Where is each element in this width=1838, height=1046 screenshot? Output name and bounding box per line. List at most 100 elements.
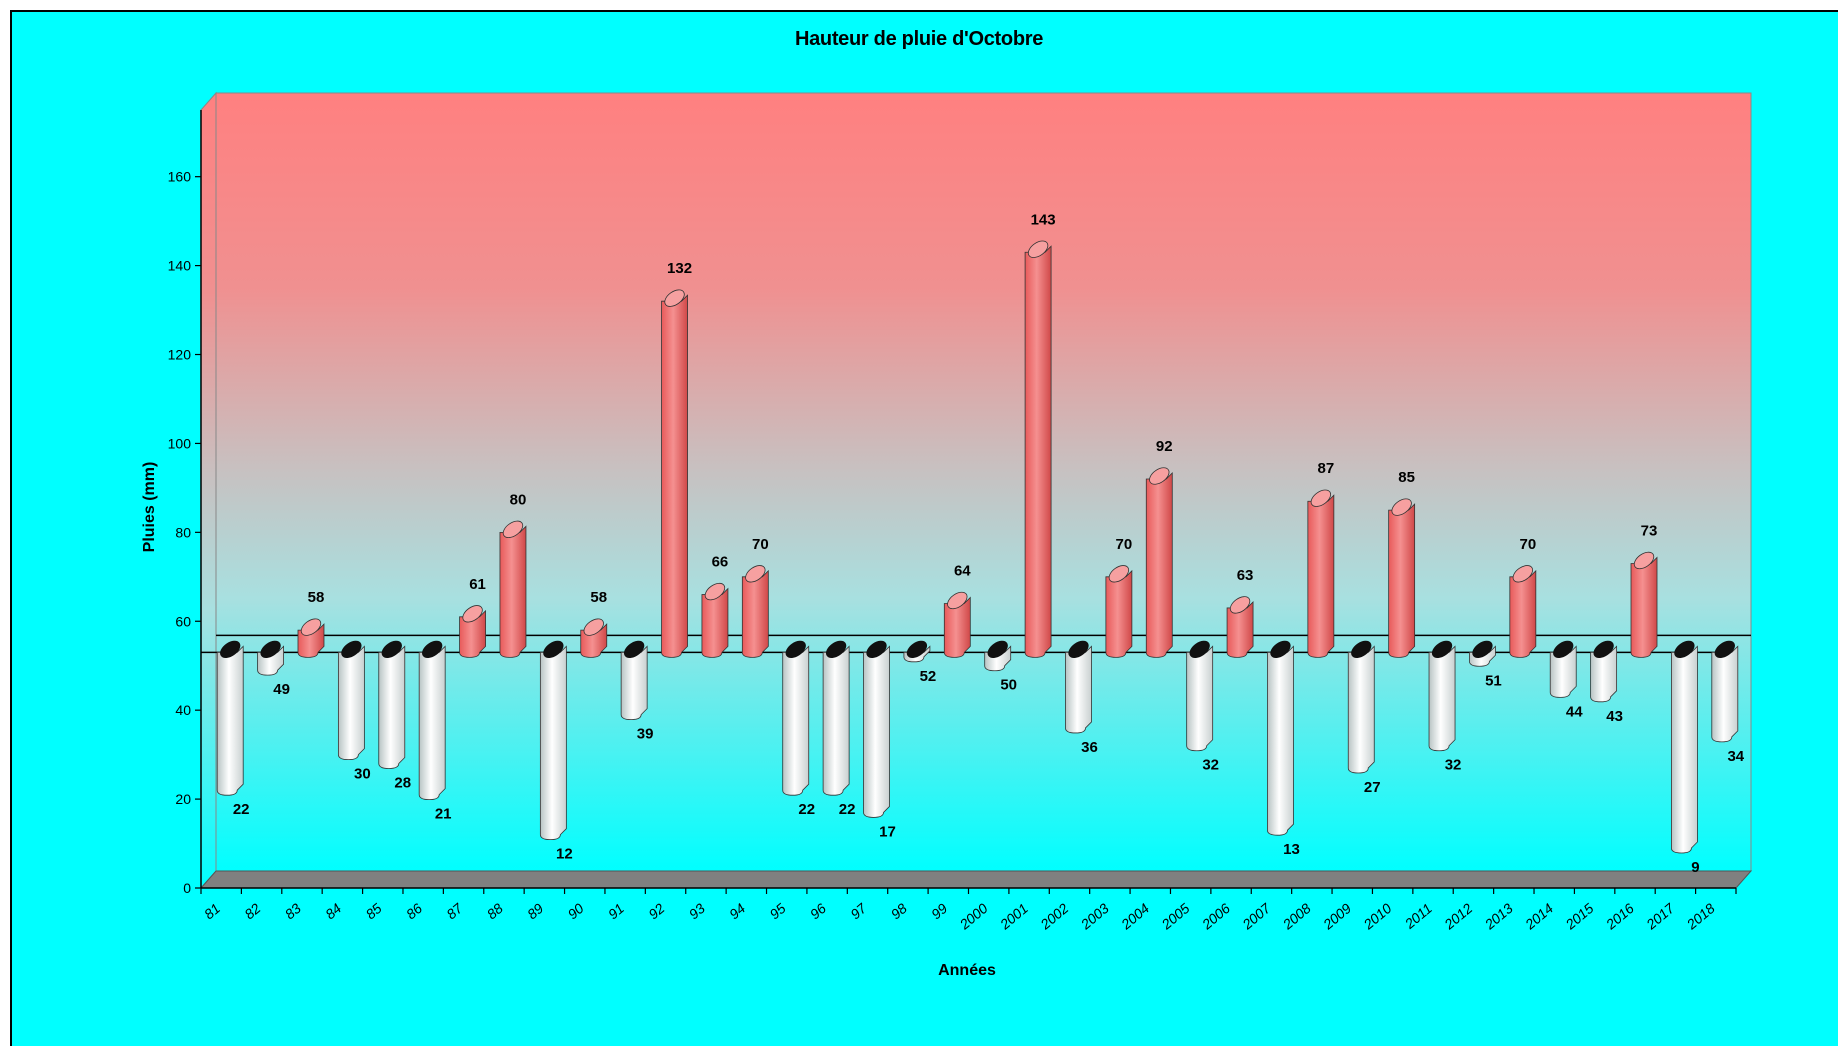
x-tick-label: 94 [726,900,748,922]
bar [1307,489,1335,658]
x-tick-label: 97 [847,899,870,922]
data-label: 132 [667,260,692,277]
x-tick-label: 83 [282,900,304,922]
data-label: 21 [435,806,452,823]
x-tick-label: 87 [443,899,466,922]
bar-base-cap [1189,640,1210,659]
bar-body [782,645,810,796]
bar [1711,640,1739,743]
data-label: 70 [1116,536,1133,553]
bar-body [1671,645,1698,854]
data-label: 61 [469,576,486,593]
bar-cap [704,582,726,601]
bar [943,591,971,658]
bar-cap [1108,565,1130,583]
bar-body [1186,645,1214,752]
data-label: 43 [1606,708,1623,725]
y-tick-label: 0 [183,880,191,896]
bar-base-cap [260,640,281,659]
bar-base-cap [422,640,443,659]
data-label: 58 [590,589,607,606]
data-label: 22 [798,801,815,818]
bar-base-cap [623,640,645,659]
data-label: 32 [1202,757,1219,774]
bar-body [418,645,446,801]
bar-cap [1310,489,1332,507]
bar-cap [300,618,322,636]
bar [1065,640,1092,734]
data-label: 32 [1445,757,1462,774]
bar [741,565,769,658]
data-label: 49 [273,681,290,698]
x-tick-label: 2000 [956,900,991,933]
data-label: 143 [1031,211,1056,228]
x-tick-label: 92 [645,900,667,922]
bar-base-cap [1431,640,1453,659]
bar [1145,467,1173,658]
x-tick-label: 2006 [1198,900,1233,933]
bar-cap [583,618,604,636]
bar-body [1428,645,1456,752]
x-tick-label: 89 [524,900,546,922]
x-tick-label: 98 [888,900,910,922]
bar-base-cap [1714,640,1735,659]
bar [1549,640,1577,698]
data-label: 22 [839,801,856,818]
bar-body [499,525,527,658]
bar [782,640,810,796]
bar-body [378,645,406,769]
bar-base-cap [1351,640,1372,659]
data-label: 58 [308,589,325,606]
bar-cap [502,520,524,538]
data-label: 50 [1000,677,1017,694]
chart-title: Hauteur de pluie d'Octobre [794,28,1044,50]
x-tick-label: 95 [766,900,788,922]
bar-body [1145,472,1173,658]
x-tick-label: 2012 [1440,900,1475,933]
bar [822,640,850,796]
data-label: 30 [354,766,371,783]
y-tick-label: 120 [168,347,192,363]
x-tick-label: 2007 [1238,899,1274,933]
bar-body [863,645,890,818]
x-tick-label: 99 [928,900,950,922]
data-label: 22 [233,801,250,818]
bar [903,640,931,663]
bar [378,640,406,769]
bar [1388,498,1416,658]
bar [1428,640,1456,752]
bar [539,640,567,841]
bar [418,640,446,801]
bar [1671,640,1698,854]
x-tick-label: 2001 [996,900,1031,933]
bar-base-cap [1674,640,1695,659]
data-label: 63 [1237,567,1254,584]
x-tick-label: 2005 [1158,900,1193,933]
bar-base-cap [341,640,362,659]
data-label: 28 [394,775,411,792]
bar [1469,640,1496,667]
x-tick-label: 84 [322,900,344,922]
bar-body [1388,503,1416,658]
bar-body [822,645,850,796]
bar-base-cap [1593,640,1614,659]
x-axis-label: Années [938,962,996,979]
y-tick-label: 100 [168,435,192,451]
data-label: 17 [879,823,896,840]
x-tick-label: 86 [403,900,425,922]
bar [1024,240,1052,658]
bar-cap [1027,240,1049,258]
bar [1226,596,1254,658]
bar [661,289,688,658]
x-tick-label: 2014 [1521,900,1556,933]
bar [1105,565,1133,658]
x-tick-label: 82 [241,900,263,922]
bar-base-cap [543,640,564,659]
bar-body [337,645,365,761]
data-label: 44 [1566,703,1583,720]
bar-body [1509,569,1537,658]
bar-base-cap [1068,640,1089,659]
data-label: 52 [920,668,937,685]
bar [701,582,729,658]
